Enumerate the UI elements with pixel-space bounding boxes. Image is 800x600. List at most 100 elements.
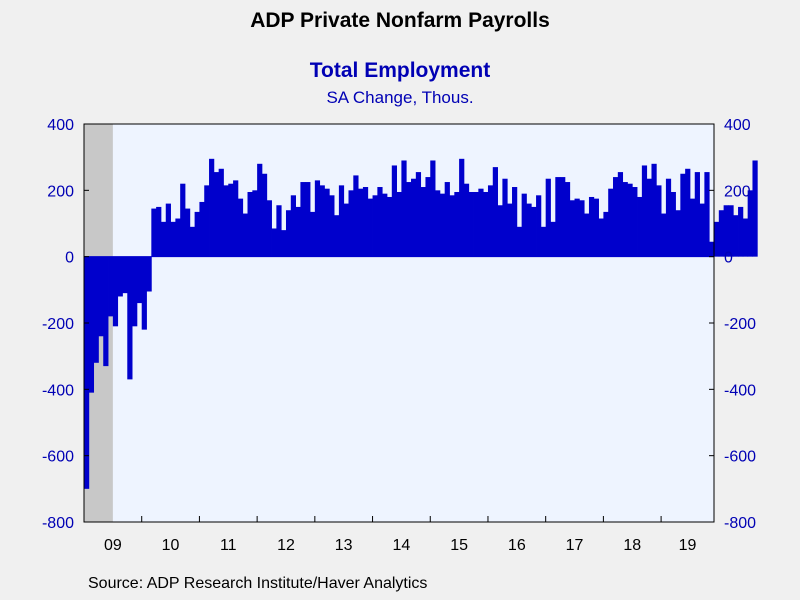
x-tick-label: 17: [566, 537, 584, 554]
bar: [295, 206, 301, 257]
bar: [175, 218, 181, 257]
bar: [531, 206, 537, 257]
bar: [122, 256, 128, 294]
bar: [430, 160, 436, 257]
bar: [526, 203, 532, 257]
bar: [132, 256, 138, 327]
bar: [411, 178, 417, 257]
bar: [463, 183, 470, 257]
bar: [492, 167, 498, 257]
bar: [285, 210, 292, 257]
bar: [112, 256, 119, 327]
bar: [675, 210, 681, 257]
bar: [406, 182, 412, 257]
bar: [396, 191, 402, 257]
bar: [478, 188, 484, 257]
bar: [680, 173, 686, 257]
bar: [348, 190, 354, 257]
x-tick-label: 12: [277, 537, 295, 554]
bar: [487, 185, 494, 257]
x-tick-label: 19: [679, 537, 697, 554]
bar: [699, 203, 705, 257]
bar: [276, 205, 282, 257]
bar: [93, 256, 99, 363]
bar: [728, 205, 734, 257]
bar: [627, 183, 633, 257]
y-tick-label-left: -600: [42, 449, 74, 466]
bar: [637, 196, 643, 257]
bar: [564, 182, 571, 257]
y-tick-label-left: -400: [42, 382, 74, 399]
bar: [617, 172, 624, 257]
bar: [386, 196, 393, 257]
bar: [497, 205, 503, 257]
bar: [103, 256, 109, 367]
bar: [521, 193, 527, 257]
bar: [314, 180, 321, 257]
bar: [733, 215, 739, 257]
chart-units: SA Change, Thous.: [326, 88, 474, 107]
bar: [151, 208, 157, 257]
bar: [165, 203, 171, 257]
bar: [156, 206, 162, 257]
bar: [199, 201, 205, 257]
bar: [228, 183, 234, 257]
bar: [622, 182, 628, 257]
bar: [444, 182, 450, 257]
bar: [603, 211, 609, 257]
bar: [343, 203, 349, 257]
bar: [305, 182, 311, 257]
bar: [141, 256, 147, 330]
bar: [84, 256, 90, 489]
bar: [435, 190, 441, 257]
bar: [257, 163, 263, 257]
bar: [300, 182, 306, 257]
bar: [579, 200, 585, 257]
bar: [358, 188, 364, 257]
bar: [184, 208, 191, 257]
bar: [704, 172, 710, 257]
bar: [382, 193, 388, 257]
y-tick-label-right: -800: [724, 515, 756, 532]
y-tick-label-right: 400: [724, 117, 751, 134]
bar: [281, 230, 287, 257]
bar: [362, 187, 369, 257]
bar: [266, 200, 272, 257]
bar: [391, 165, 397, 257]
bar: [372, 195, 378, 257]
bar: [160, 221, 167, 257]
bar: [194, 211, 200, 257]
bar: [449, 195, 455, 257]
bar: [560, 177, 566, 257]
bar: [507, 203, 513, 257]
bar: [425, 177, 431, 257]
bar: [290, 195, 296, 257]
bar: [550, 221, 556, 257]
bar: [742, 218, 749, 257]
x-tick-label: 10: [162, 537, 180, 554]
bar: [189, 226, 196, 257]
bar: [209, 158, 215, 257]
x-tick-label: 16: [508, 537, 526, 554]
bar: [439, 193, 446, 257]
bar: [588, 196, 595, 257]
bar: [651, 163, 657, 257]
bar: [723, 205, 729, 257]
bar: [516, 226, 523, 257]
bar: [117, 256, 123, 297]
bar: [598, 218, 604, 257]
bar: [545, 178, 551, 257]
bar: [584, 213, 590, 257]
bar: [459, 158, 465, 257]
bar: [540, 226, 547, 257]
bar: [334, 215, 340, 257]
bar: [502, 178, 508, 257]
bar: [233, 180, 239, 257]
y-axis-right: 400 200 0 -200 -400 -600 -800: [709, 117, 756, 532]
bar: [242, 213, 248, 257]
chart-subtitle: Total Employment: [309, 59, 491, 82]
x-tick-label: 09: [104, 537, 122, 554]
bar: [738, 206, 744, 257]
bar: [218, 168, 224, 257]
x-tick-label: 18: [623, 537, 641, 554]
